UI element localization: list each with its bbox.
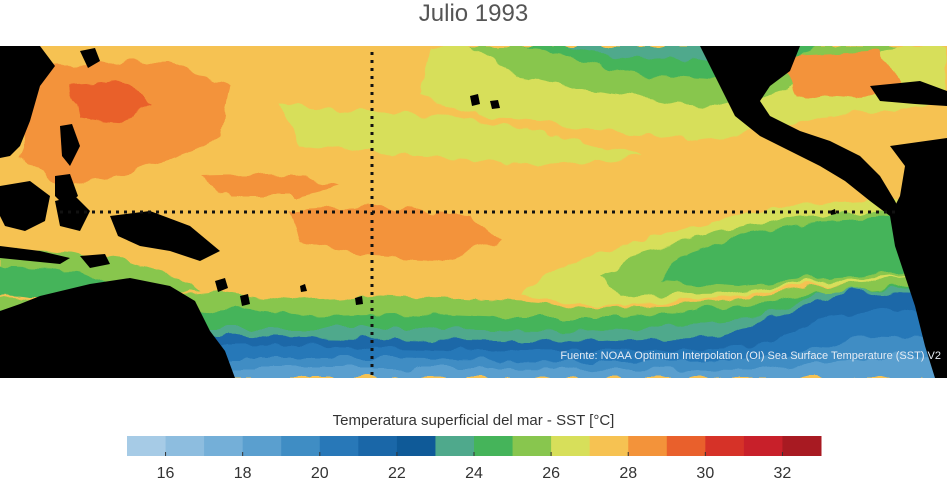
colorbar-tick-label: 32 [774,465,792,480]
colorbar-swatch [319,436,359,456]
colorbar-tick-label: 16 [157,465,175,480]
colorbar-swatch [666,436,706,456]
colorbar-tick-label: 30 [696,465,714,480]
sst-map [0,46,947,378]
colorbar-swatch [242,436,282,456]
colorbar-swatch [435,436,475,456]
colorbar-swatch [474,436,514,456]
colorbar-swatch [127,436,167,456]
colorbar-tick-label: 28 [619,465,637,480]
colorbar-tick-label: 18 [234,465,252,480]
colorbar-swatch [743,436,783,456]
colorbar-swatch [551,436,591,456]
colorbar-swatch [204,436,244,456]
map-title: Julio 1993 [418,0,529,27]
colorbar-swatch [281,436,321,456]
source-credit: Fuente: NOAA Optimum Interpolation (OI) … [560,350,941,362]
colorbar-swatch [705,436,745,456]
land-masses [0,46,947,378]
colorbar-tick-label: 26 [542,465,560,480]
colorbar-swatch [165,436,205,456]
colorbar: 16 18 20 22 24 26 28 30 32 [126,436,822,480]
colorbar-swatch [396,436,436,456]
colorbar-tick-label: 24 [465,465,483,480]
colorbar-title: Temperatura superficial del mar - SST [°… [332,412,615,429]
colorbar-swatch [512,436,552,456]
colorbar-swatch [358,436,398,456]
colorbar-tick-label: 20 [311,465,329,480]
colorbar-swatch [628,436,668,456]
colorbar-swatch [782,436,822,456]
colorbar-tick-label: 22 [388,465,406,480]
colorbar-swatch [589,436,629,456]
